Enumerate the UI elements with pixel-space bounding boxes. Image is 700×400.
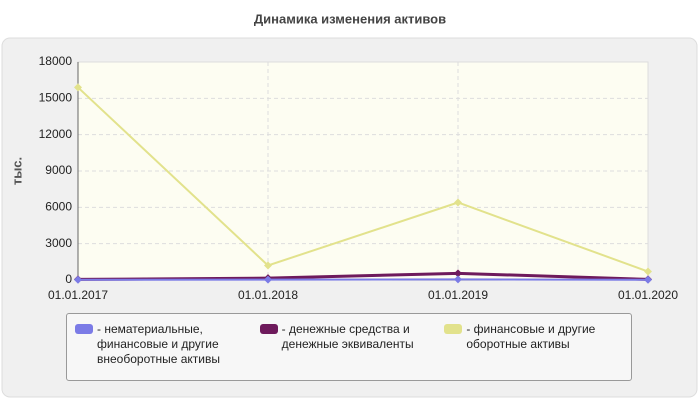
legend-swatch xyxy=(259,324,278,334)
chart-title: Динамика изменения активов xyxy=(254,11,446,26)
point xyxy=(454,275,462,284)
legend-item: - нематериальные, финансовые и другие вн… xyxy=(75,322,254,372)
legend-label: - финансовые и другие оборотные активы xyxy=(466,322,596,351)
x-tick-label: 01.01.2017 xyxy=(48,288,108,302)
y-tick-label: 0 xyxy=(65,272,72,286)
y-tick-label: 15000 xyxy=(39,91,73,105)
y-axis-label: тыс. xyxy=(9,157,24,185)
point xyxy=(644,267,652,276)
y-tick-label: 18000 xyxy=(39,54,73,68)
legend-swatch xyxy=(444,324,463,334)
point xyxy=(74,83,82,92)
legend-label: - нематериальные, финансовые и другие вн… xyxy=(97,322,220,366)
x-tick-label: 01.01.2018 xyxy=(238,288,298,302)
y-tick-label: 12000 xyxy=(39,127,73,141)
point xyxy=(644,275,652,284)
point xyxy=(454,269,462,278)
point xyxy=(454,198,462,207)
point xyxy=(264,261,272,270)
x-tick-label: 01.01.2019 xyxy=(428,288,488,302)
y-tick-label: 3000 xyxy=(45,236,72,250)
legend-swatch xyxy=(75,324,93,334)
y-tick-label: 6000 xyxy=(45,200,72,214)
point xyxy=(264,275,272,284)
legend-label: - денежные средства и денежные эквивален… xyxy=(281,322,414,351)
series-line xyxy=(77,86,649,273)
legend-item: - финансовые и другие оборотные активы xyxy=(444,322,623,372)
legend: - нематериальные, финансовые и другие вн… xyxy=(66,313,632,381)
y-tick-label: 9000 xyxy=(45,163,72,177)
point xyxy=(74,275,82,284)
legend-item: - денежные средства и денежные эквивален… xyxy=(259,322,439,372)
x-tick-label: 01.01.2020 xyxy=(618,288,678,302)
